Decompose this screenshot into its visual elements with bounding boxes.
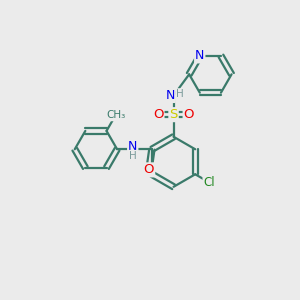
Text: CH₃: CH₃ [106,110,126,120]
Text: O: O [144,164,154,176]
Text: H: H [176,89,184,99]
Text: O: O [184,108,194,121]
Text: Cl: Cl [203,176,215,189]
Text: S: S [169,108,178,121]
Text: N: N [195,50,204,62]
Text: H: H [129,151,136,161]
Text: N: N [128,140,137,153]
Text: N: N [165,89,175,102]
Text: O: O [153,108,164,121]
